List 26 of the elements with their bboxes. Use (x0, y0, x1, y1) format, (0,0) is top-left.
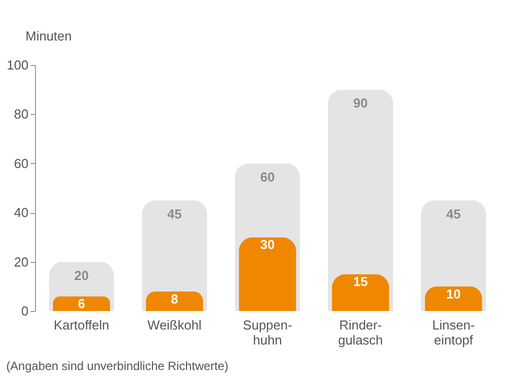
data-label: 30 (260, 237, 275, 252)
x-tick-label: Weißkohl (148, 318, 202, 332)
y-tick-label: 60 (14, 156, 28, 171)
x-tick-label: Suppen- huhn (242, 318, 292, 348)
y-tick-label: 100 (6, 58, 28, 72)
text: (Angaben sind unverbindliche Richtwerte) (6, 359, 228, 373)
bar (332, 274, 390, 311)
data-label: 15 (353, 274, 368, 290)
data-label: 20 (74, 268, 89, 283)
y-tick-label: 20 (14, 254, 28, 270)
x-tick-label: Rinder- gulasch (338, 318, 383, 348)
y-tick-label: 40 (14, 205, 28, 220)
data-label: 45 (167, 206, 182, 222)
data-label: 8 (170, 291, 178, 306)
data-label: 6 (78, 296, 86, 312)
x-tick-label: Linsen- eintopf (432, 318, 475, 348)
bar (238, 237, 296, 311)
data-label: 90 (353, 96, 368, 111)
y-tick-label: 0 (21, 304, 28, 318)
y-tick-label: 80 (14, 106, 28, 122)
data-label: 45 (446, 206, 461, 222)
data-label: 10 (446, 286, 461, 302)
bar (146, 291, 204, 311)
x-tick-label: Kartoffeln (54, 318, 110, 332)
y-axis-title: Minuten (26, 28, 72, 44)
data-label: 60 (260, 169, 275, 184)
